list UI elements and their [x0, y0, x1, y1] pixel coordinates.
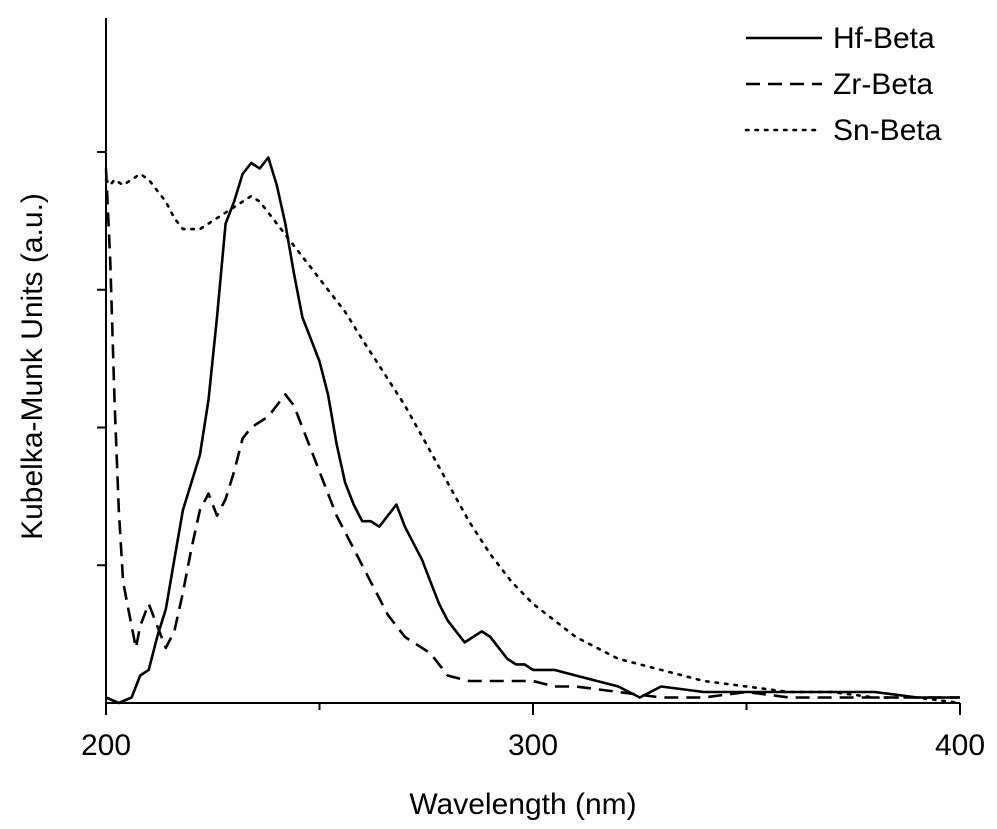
- x-tick-label: 400: [935, 729, 985, 762]
- x-axis-title: Wavelength (nm): [409, 788, 636, 821]
- y-axis-title: Kubelka-Munk Units (a.u.): [16, 193, 49, 540]
- legend-label-hf-beta: Hf-Beta: [833, 22, 935, 55]
- series-line-sn-beta: [104, 172, 962, 705]
- legend-label-sn-beta: Sn-Beta: [833, 114, 942, 147]
- x-tick-label: 200: [81, 729, 131, 762]
- legend: Hf-Beta Zr-Beta Sn-Beta: [744, 22, 942, 147]
- x-tick-label: 300: [508, 729, 558, 762]
- tick-labels: 200 300 400: [81, 729, 985, 762]
- legend-label-zr-beta: Zr-Beta: [833, 68, 933, 101]
- series-line-hf-beta: [105, 156, 960, 705]
- series-line-zr-beta: [104, 168, 960, 699]
- axes: [97, 18, 961, 715]
- plot-series: [104, 156, 962, 705]
